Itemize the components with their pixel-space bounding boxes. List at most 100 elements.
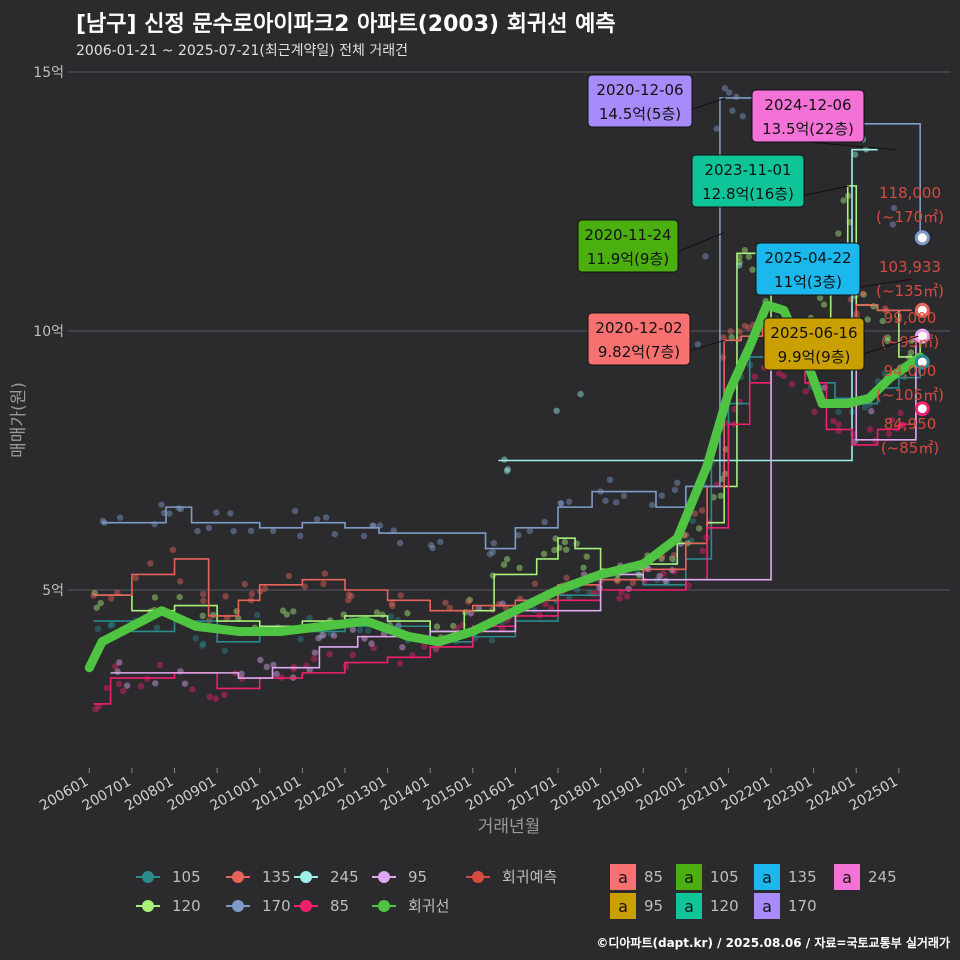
data-point (888, 416, 896, 424)
forecast-range-label: (~105㎡) (876, 386, 944, 404)
legend-box-swatch (676, 864, 702, 890)
data-point (263, 663, 270, 671)
series-line-85 (93, 361, 917, 705)
legend-box-label: 105 (710, 868, 739, 886)
data-point (847, 296, 855, 303)
data-point (720, 334, 727, 341)
data-point (526, 527, 534, 535)
legend-label: 170 (262, 897, 291, 915)
data-point (169, 546, 177, 554)
data-point (713, 125, 720, 132)
legend-box-label: 170 (788, 897, 817, 915)
data-point (669, 555, 676, 562)
data-point (729, 107, 736, 114)
data-point (733, 93, 740, 101)
legend-dot-swatch (300, 871, 312, 883)
forecast-marker (914, 302, 930, 318)
data-point (467, 610, 475, 617)
data-point (816, 294, 824, 302)
legend-box-label: 135 (788, 868, 817, 886)
data-point (866, 426, 874, 433)
annotation-box (587, 312, 691, 366)
annotation-value: 12.8억(16층) (702, 185, 794, 203)
data-point (775, 370, 783, 377)
y-axis-label: 매매가(원) (9, 382, 29, 458)
data-point (702, 253, 709, 260)
data-point (881, 370, 888, 377)
data-point (503, 555, 511, 563)
series-line-245 (498, 148, 878, 462)
data-point (504, 466, 511, 473)
data-point (442, 599, 449, 606)
data-point (695, 525, 703, 532)
data-point (421, 643, 428, 650)
legend-label: 135 (262, 868, 291, 886)
data-point (728, 334, 735, 341)
data-point (674, 479, 681, 486)
data-point (221, 691, 228, 699)
data-point (279, 607, 287, 614)
data-point (273, 670, 280, 678)
data-point (488, 637, 496, 644)
data-point (137, 682, 145, 690)
data-point (119, 687, 127, 695)
data-point (613, 499, 620, 506)
annotation-value: 9.9억(9층) (778, 348, 851, 366)
data-point (563, 546, 570, 553)
data-point (540, 550, 548, 558)
data-point (396, 660, 404, 667)
data-point (290, 608, 297, 615)
data-point (349, 626, 357, 633)
series-line-170 (102, 97, 921, 550)
data-point (97, 599, 104, 607)
data-point (745, 253, 753, 260)
data-point (889, 221, 897, 228)
data-point (694, 341, 702, 348)
data-point (404, 610, 411, 617)
annotation-date: 2024-12-06 (764, 96, 851, 114)
annotation-date: 2025-04-22 (764, 249, 851, 267)
data-point (222, 593, 229, 600)
data-point (736, 258, 743, 266)
data-point (247, 527, 255, 535)
data-point (490, 539, 497, 547)
data-point (629, 579, 637, 587)
data-point (370, 644, 377, 652)
data-point (114, 589, 121, 596)
legend-box-glyph: a (684, 868, 694, 887)
data-point (209, 611, 217, 619)
data-point (257, 656, 264, 664)
data-point (107, 595, 115, 602)
data-point (437, 538, 444, 546)
data-point (580, 564, 587, 571)
data-point (459, 621, 467, 629)
legend-dot-swatch (378, 900, 390, 912)
data-point (116, 514, 124, 521)
legend-label: 95 (408, 868, 427, 886)
data-point (685, 582, 692, 589)
data-point (283, 611, 291, 618)
annotation-leader (807, 141, 896, 151)
legend-label: 120 (172, 897, 201, 915)
data-point (200, 597, 207, 604)
data-point (721, 85, 729, 92)
data-point (641, 577, 648, 585)
data-point (199, 640, 207, 648)
legend-box-swatch (754, 893, 780, 919)
data-point (290, 665, 297, 673)
data-point (230, 527, 237, 535)
legend-dot-swatch (472, 871, 484, 883)
data-point (322, 514, 330, 521)
data-point (221, 647, 228, 654)
annotation-box (755, 242, 861, 296)
data-point (103, 684, 110, 692)
data-point (291, 507, 299, 515)
data-point (340, 611, 347, 618)
data-point (365, 627, 372, 634)
data-point (132, 574, 139, 582)
data-point (389, 602, 396, 610)
data-point (741, 247, 748, 254)
data-point (206, 693, 213, 701)
data-point (623, 593, 631, 600)
data-point (884, 337, 891, 344)
